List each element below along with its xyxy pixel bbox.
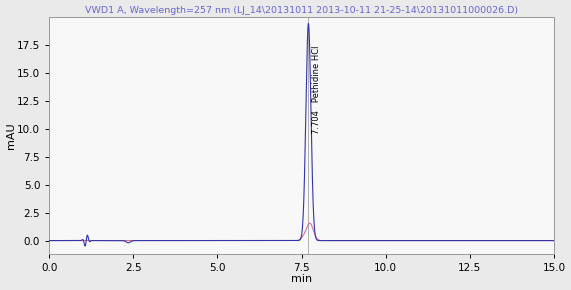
X-axis label: min: min xyxy=(291,274,312,284)
Y-axis label: mAU: mAU xyxy=(6,122,15,149)
Text: 7.704   Pethidine HCl: 7.704 Pethidine HCl xyxy=(312,46,321,134)
Title: VWD1 A, Wavelength=257 nm (LJ_14\20131011 2013-10-11 21-25-14\20131011000026.D): VWD1 A, Wavelength=257 nm (LJ_14\2013101… xyxy=(85,6,518,14)
